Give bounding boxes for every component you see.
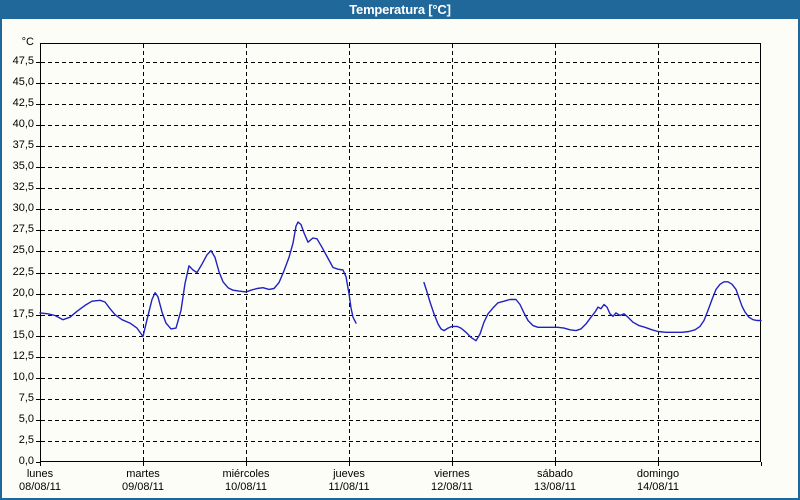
x-axis-day-label: viernes bbox=[434, 468, 470, 480]
y-axis-label: 30,0 bbox=[12, 202, 34, 214]
y-axis-label: 22,5 bbox=[12, 266, 34, 278]
y-axis-label: 12,5 bbox=[12, 350, 34, 362]
window-title-bar: Temperatura [°C] bbox=[0, 0, 800, 19]
plot-border bbox=[40, 43, 761, 462]
x-axis-date-label: 08/08/11 bbox=[18, 481, 61, 493]
window-border-bottom bbox=[0, 498, 800, 500]
temperature-series-line bbox=[423, 281, 762, 342]
y-axis-label: 15,0 bbox=[12, 329, 34, 341]
x-axis-date-label: 13/08/11 bbox=[533, 481, 576, 493]
y-axis-label: 20,0 bbox=[12, 287, 34, 299]
y-axis-label: 10,0 bbox=[12, 371, 34, 383]
y-axis-label: 27,5 bbox=[12, 223, 34, 235]
x-axis-day-label: miércoles bbox=[222, 468, 270, 480]
y-axis-label: 25,0 bbox=[12, 244, 34, 256]
x-axis-date-label: 09/08/11 bbox=[121, 481, 164, 493]
y-axis-label: 5,0 bbox=[18, 413, 34, 425]
y-axis-label: 42,5 bbox=[12, 97, 34, 109]
x-axis-day-label: domingo bbox=[636, 468, 680, 480]
x-axis-day-label: jueves bbox=[333, 468, 365, 480]
x-axis-day-label: martes bbox=[126, 468, 160, 480]
window-title: Temperatura [°C] bbox=[349, 2, 451, 17]
y-axis-label: 47,5 bbox=[12, 55, 34, 67]
y-axis-label: 7,5 bbox=[18, 392, 34, 404]
x-axis-date-label: 10/08/11 bbox=[224, 481, 267, 493]
y-axis-label: 0,0 bbox=[18, 455, 34, 467]
y-axis-unit-label: °C bbox=[21, 36, 34, 48]
y-axis-label: 45,0 bbox=[12, 76, 34, 88]
x-axis-day-label: sábado bbox=[536, 468, 574, 480]
y-axis-label: 17,5 bbox=[12, 308, 34, 320]
y-axis-label: 35,0 bbox=[12, 160, 34, 172]
window-border-left bbox=[0, 0, 2, 500]
x-axis-date-label: 14/08/11 bbox=[636, 481, 679, 493]
window-border-right bbox=[798, 0, 800, 500]
y-axis-label: 40,0 bbox=[12, 118, 34, 130]
y-axis-label: 32,5 bbox=[12, 181, 34, 193]
x-axis-day-label: lunes bbox=[26, 468, 54, 480]
y-axis-label: 2,5 bbox=[18, 434, 34, 446]
temperature-series-line bbox=[39, 221, 357, 338]
x-axis-date-label: 12/08/11 bbox=[430, 481, 473, 493]
y-axis-label: 37,5 bbox=[12, 139, 34, 151]
x-axis-date-label: 11/08/11 bbox=[328, 481, 370, 493]
